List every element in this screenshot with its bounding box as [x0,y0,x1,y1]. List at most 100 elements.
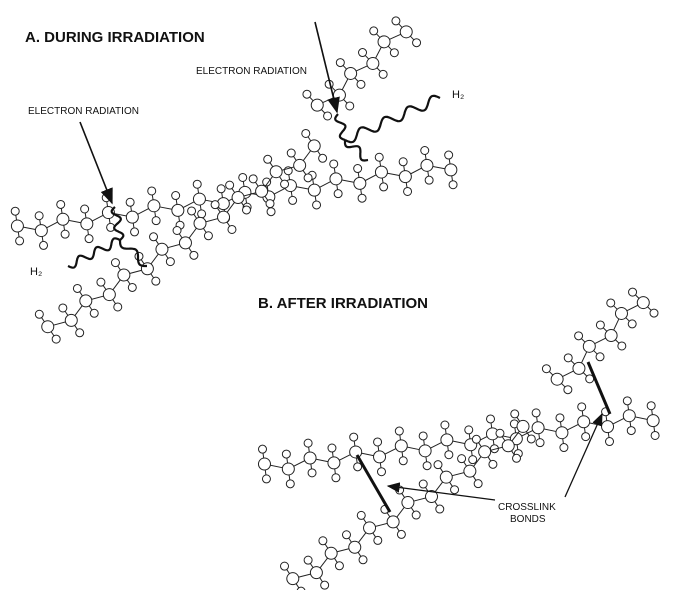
hydrogen-atom [370,27,378,35]
carbon-atom [270,166,282,178]
hydrogen-atom [458,455,466,463]
panel-title: A. DURING IRRADIATION [25,29,205,46]
carbon-atom [367,57,379,69]
hydrogen-atom [399,457,407,465]
hydrogen-atom [575,332,583,340]
hydrogen-atom [166,258,174,266]
radiation-arrow [315,22,337,112]
hydrogen-atom [304,439,312,447]
hydrogen-atom [289,196,297,204]
hydrogen-atom [374,536,382,544]
hydrogen-atom [204,232,212,240]
hydrogen-atom [11,207,19,215]
hydrogen-atom [73,284,81,292]
hydrogen-atom [375,153,383,161]
hydrogen-atom [629,288,637,296]
hydrogen-atom [188,207,196,215]
carbon-atom [578,416,590,428]
hydrogen-atom [282,450,290,458]
hydrogen-atom [465,426,473,434]
carbon-atom [647,415,659,427]
hydrogen-atom [379,70,387,78]
hydrogen-atom [564,354,572,362]
hydrogen-atom [449,181,457,189]
carbon-atom [637,297,649,309]
carbon-atom [65,314,77,326]
hydrogen-atom [249,175,257,183]
hydrogen-atom [97,278,105,286]
hydrogen-atom [281,562,289,570]
page: A. DURING IRRADIATION ELECTRON RADIATION… [0,0,683,590]
hydrogen-atom [354,463,362,471]
carbon-atom [479,446,491,458]
carbon-atom [258,458,270,470]
hydrogen-atom [313,201,321,209]
hydrogen-atom [242,206,250,214]
carbon-atom [103,289,115,301]
hydrogen-atom [16,237,24,245]
hydrogen-atom [332,474,340,482]
carbon-atom [294,159,306,171]
carbon-atom [445,164,457,176]
hydrogen-atom [425,176,433,184]
carbon-atom [623,410,635,422]
carbon-atom [345,67,357,79]
hydrogen-atom [35,310,43,318]
hydrogen-atom [607,299,615,307]
carbon-atom [615,307,627,319]
hydrogen-atom [85,235,93,243]
radiation-path [335,114,345,140]
carbon-atom [141,263,153,275]
hydrogen-atom [76,329,84,337]
carbon-atom [193,193,205,205]
hydrogen-atom [596,321,604,329]
carbon-atom [517,420,529,432]
hydrogen-atom [413,39,421,47]
hydrogen-atom [57,200,65,208]
figure: A. DURING IRRADIATION ELECTRON RADIATION… [0,0,683,590]
hydrogen-atom [357,511,365,519]
crosslink-bond [357,455,390,512]
hydrogen-atom [399,158,407,166]
byproduct-label: H₂ [30,266,42,278]
hydrogen-atom [152,277,160,285]
carbon-atom [375,166,387,178]
carbon-atom [287,573,299,585]
hydrogen-atom [441,421,449,429]
hydrogen-atom [392,17,400,25]
crosslink-label: BONDS [510,514,546,525]
hydrogen-atom [412,511,420,519]
hydrogen-atom [264,155,272,163]
carbon-atom [81,218,93,230]
carbon-atom [42,321,54,333]
carbon-atom [11,220,23,232]
carbon-atom [551,373,563,385]
hydrogen-atom [469,456,477,464]
hydrogen-atom [128,283,136,291]
carbon-atom [311,99,323,111]
hydrogen-atom [302,129,310,137]
hydrogen-atom [564,386,572,394]
carbon-atom [402,497,414,509]
radiation-path [345,96,440,142]
hydrogen-atom [319,154,327,162]
hydrogen-atom [198,210,206,218]
hydrogen-atom [267,208,275,216]
hydrogen-atom [618,342,626,350]
hydrogen-atom [560,444,568,452]
carbon-atom [464,465,476,477]
hydrogen-atom [262,475,270,483]
hydrogen-atom [472,435,480,443]
carbon-atom [602,421,614,433]
carbon-atom [57,213,69,225]
hydrogen-atom [304,174,312,182]
hydrogen-atom [511,410,519,418]
hydrogen-atom [445,451,453,459]
hydrogen-atom [374,438,382,446]
carbon-atom [179,237,191,249]
carbon-atom [172,204,184,216]
hydrogen-atom [489,460,497,468]
radiation-arrow [80,122,112,203]
carbon-atom [232,192,244,204]
carbon-atom [374,451,386,463]
